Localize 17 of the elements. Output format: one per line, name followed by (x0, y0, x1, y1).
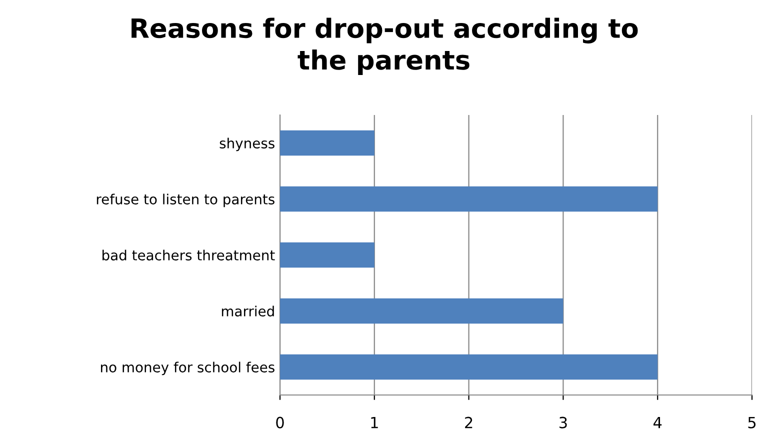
bar (280, 298, 564, 324)
x-tick-label: 1 (371, 417, 378, 428)
x-tick-label: 5 (748, 417, 756, 428)
chart-title: Reasons for drop-out according to the parents (132, 18, 638, 76)
y-tick-label: bad teachers threatment (102, 250, 275, 260)
y-tick-label: no money for school fees (101, 362, 274, 376)
bar (280, 242, 374, 268)
x-tick-label: 3 (560, 416, 567, 428)
bar (280, 130, 374, 156)
x-tick-label: 0 (276, 416, 284, 428)
y-tick-label: refuse to listen to parents (96, 194, 274, 208)
x-tick-label: 4 (653, 417, 662, 428)
bar (280, 354, 658, 380)
y-tick-label: married (222, 306, 274, 316)
y-tick-label: shyness (220, 138, 274, 152)
bar (280, 186, 658, 212)
x-tick-label: 2 (465, 416, 472, 428)
